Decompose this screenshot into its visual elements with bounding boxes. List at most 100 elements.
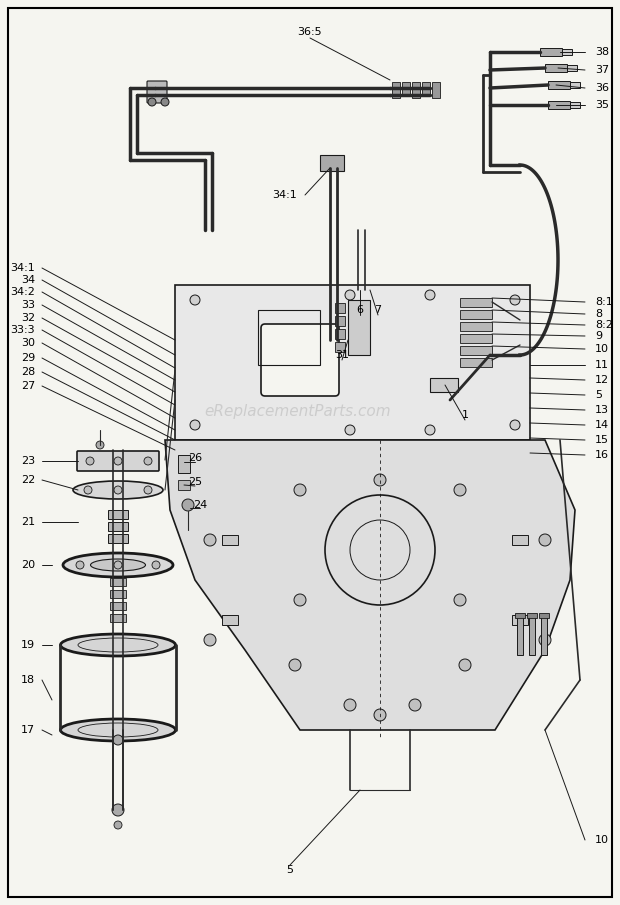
Bar	[335, 316, 345, 326]
Bar	[402, 82, 410, 94]
Circle shape	[182, 499, 194, 511]
Text: 34:1: 34:1	[11, 263, 35, 273]
Text: 38: 38	[595, 47, 609, 57]
Text: 36:5: 36:5	[298, 27, 322, 37]
Text: 6: 6	[356, 305, 363, 315]
Circle shape	[144, 457, 152, 465]
Text: 28: 28	[20, 367, 35, 377]
Text: 21: 21	[21, 517, 35, 527]
Ellipse shape	[73, 481, 163, 499]
Bar	[570, 82, 580, 88]
Bar	[108, 534, 128, 543]
Bar	[515, 613, 525, 618]
Circle shape	[539, 534, 551, 546]
Circle shape	[148, 98, 156, 106]
Bar	[460, 346, 492, 355]
Text: 34:1: 34:1	[273, 190, 298, 200]
Circle shape	[204, 534, 216, 546]
Circle shape	[374, 709, 386, 721]
Text: 5: 5	[286, 865, 293, 875]
Text: 8:1: 8:1	[595, 297, 613, 307]
Text: 5: 5	[595, 390, 602, 400]
Text: 33:3: 33:3	[11, 325, 35, 335]
Bar	[175, 285, 530, 440]
Bar	[432, 82, 440, 98]
Circle shape	[152, 561, 160, 569]
Circle shape	[374, 474, 386, 486]
Circle shape	[114, 457, 122, 465]
Bar	[110, 614, 126, 622]
Circle shape	[454, 594, 466, 606]
Bar	[108, 510, 128, 519]
Bar	[110, 602, 126, 610]
Circle shape	[510, 420, 520, 430]
Text: 30: 30	[21, 338, 35, 348]
Circle shape	[86, 457, 94, 465]
Bar	[460, 322, 492, 331]
Text: 34:2: 34:2	[10, 287, 35, 297]
Bar	[570, 102, 580, 108]
Text: 29: 29	[20, 353, 35, 363]
Bar	[512, 615, 528, 625]
Circle shape	[539, 634, 551, 646]
Text: 31: 31	[335, 350, 349, 360]
Bar	[320, 155, 344, 171]
Bar	[178, 455, 190, 473]
Bar	[541, 615, 547, 655]
FancyBboxPatch shape	[77, 451, 159, 471]
Text: 33: 33	[21, 300, 35, 310]
Bar	[348, 300, 370, 355]
Bar	[548, 81, 570, 89]
Text: 11: 11	[595, 360, 609, 370]
Bar	[512, 535, 528, 545]
Circle shape	[114, 561, 122, 569]
Text: 8:2: 8:2	[595, 320, 613, 330]
Circle shape	[294, 484, 306, 496]
Text: 34: 34	[21, 275, 35, 285]
Circle shape	[454, 484, 466, 496]
Circle shape	[96, 441, 104, 449]
Circle shape	[112, 804, 124, 816]
Text: 10: 10	[595, 835, 609, 845]
Bar	[460, 298, 492, 307]
Bar	[540, 48, 562, 56]
Circle shape	[425, 290, 435, 300]
Circle shape	[190, 420, 200, 430]
Bar	[567, 65, 577, 71]
Bar	[392, 82, 400, 98]
Bar	[529, 615, 535, 655]
Text: 16: 16	[595, 450, 609, 460]
Bar	[460, 358, 492, 367]
Bar	[335, 329, 345, 339]
Ellipse shape	[63, 553, 173, 577]
FancyBboxPatch shape	[147, 81, 167, 103]
Bar	[527, 613, 537, 618]
Circle shape	[76, 561, 84, 569]
Bar	[562, 49, 572, 55]
Text: 20: 20	[21, 560, 35, 570]
Circle shape	[345, 425, 355, 435]
Text: 13: 13	[595, 405, 609, 415]
Text: 12: 12	[595, 375, 609, 385]
Text: 14: 14	[595, 420, 609, 430]
Bar	[178, 480, 190, 490]
Text: 7: 7	[374, 305, 381, 315]
Text: 36: 36	[595, 83, 609, 93]
Text: 26: 26	[188, 453, 202, 463]
Text: 17: 17	[21, 725, 35, 735]
Circle shape	[289, 659, 301, 671]
Bar	[460, 310, 492, 319]
Text: eReplacementParts.com: eReplacementParts.com	[204, 405, 391, 419]
Circle shape	[144, 486, 152, 494]
Ellipse shape	[61, 719, 175, 741]
Bar	[222, 535, 238, 545]
Bar	[110, 590, 126, 598]
Circle shape	[510, 295, 520, 305]
Bar	[108, 522, 128, 531]
Ellipse shape	[61, 634, 175, 656]
Bar	[430, 378, 458, 392]
Circle shape	[161, 98, 169, 106]
Bar	[539, 613, 549, 618]
Circle shape	[84, 486, 92, 494]
Circle shape	[425, 425, 435, 435]
